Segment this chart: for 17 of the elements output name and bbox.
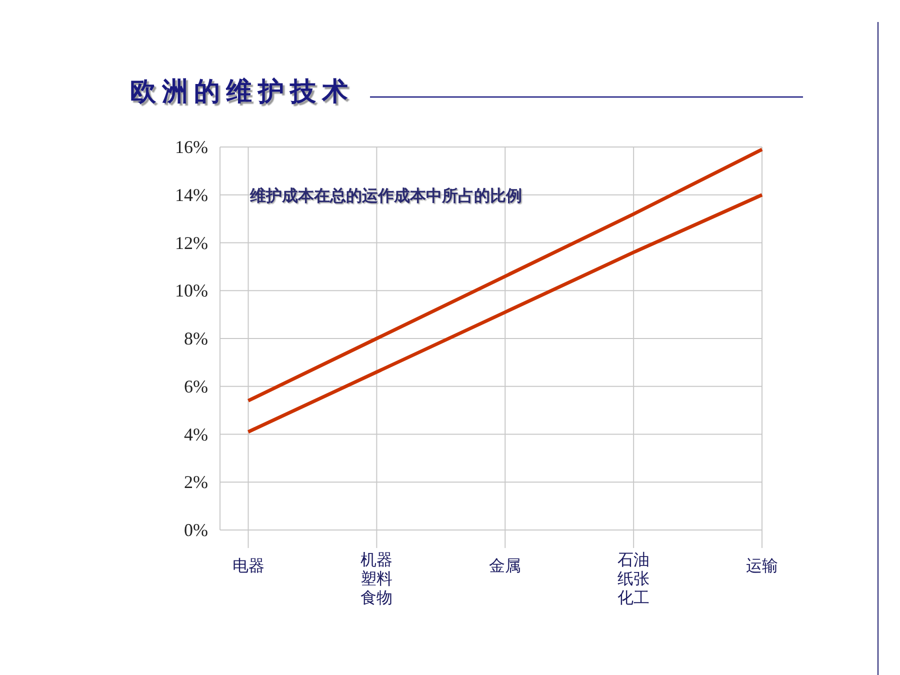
x-tick-label: 石油纸张化工 xyxy=(618,550,650,607)
y-tick-label: 8% xyxy=(184,328,208,348)
y-tick-label: 6% xyxy=(184,376,208,396)
y-tick-label: 0% xyxy=(184,520,208,540)
y-tick-label: 2% xyxy=(184,472,208,492)
x-tick-label: 电器 xyxy=(232,556,264,575)
y-tick-label: 14% xyxy=(175,184,208,205)
x-tick-label: 机器塑料食物 xyxy=(360,550,393,607)
y-tick-label: 12% xyxy=(175,232,208,253)
chart-title: 欧洲的维护技术 xyxy=(130,77,354,107)
y-tick-label: 10% xyxy=(175,280,208,301)
annotation: 维护成本在总的运作成本中所占的比例 xyxy=(249,186,522,205)
x-tick-label: 金属 xyxy=(489,556,522,575)
line-series xyxy=(246,148,764,402)
y-tick-label: 16% xyxy=(175,137,208,157)
y-tick-label: 4% xyxy=(184,424,208,444)
x-tick-label: 运输 xyxy=(746,556,778,575)
